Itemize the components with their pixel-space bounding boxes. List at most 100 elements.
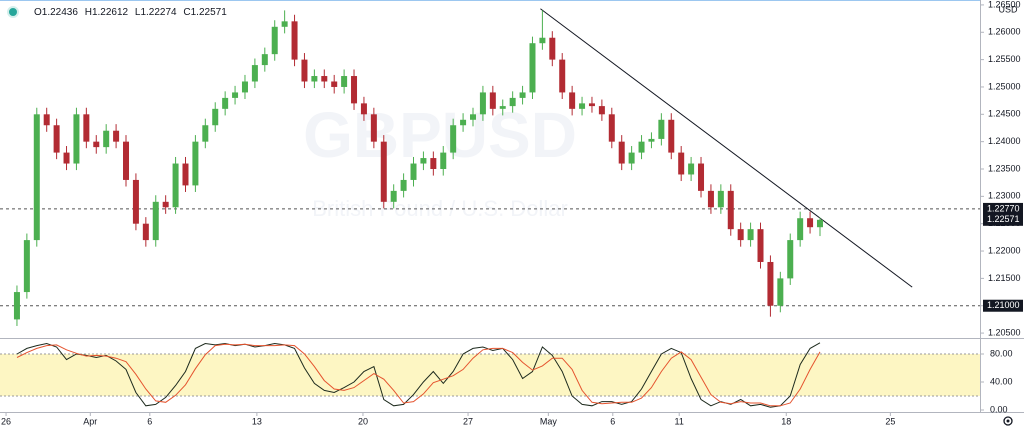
candle-body: [797, 218, 804, 241]
osc-tick-label: 40.00: [990, 376, 1013, 386]
candle-body: [400, 179, 407, 191]
level-label-box: [983, 299, 1023, 312]
level-label: 1.21000: [987, 300, 1020, 310]
candle-body: [658, 119, 665, 139]
candle-body: [360, 103, 367, 115]
y-tick-label: 1.25500: [988, 54, 1021, 64]
y-tick-label: 1.24000: [988, 136, 1021, 146]
candle-body: [767, 261, 774, 306]
candle-body: [152, 201, 159, 241]
ohlc-key: L: [135, 7, 141, 18]
osc-tick-label: 0.00: [990, 404, 1008, 414]
candle-body: [410, 163, 417, 180]
y-tick-label: 1.23500: [988, 163, 1021, 173]
candle-body: [460, 119, 467, 126]
trend-line: [540, 8, 913, 288]
candle-body: [608, 114, 615, 142]
candle-body: [598, 106, 605, 115]
ohlc-value: 1.22612: [92, 7, 129, 18]
candle-body: [489, 92, 496, 109]
header: O1.22436 H1.22612 L1.22274 C1.22571: [7, 6, 228, 18]
candle-body: [83, 114, 90, 142]
candle-body: [420, 158, 427, 164]
candle-body: [777, 278, 784, 306]
candle-body: [123, 141, 130, 180]
candle-body: [519, 92, 526, 98]
candle-body: [479, 92, 486, 115]
watermark: GBPUSD: [303, 99, 577, 171]
candle-body: [509, 97, 516, 107]
osc-tick-label: 80.00: [990, 348, 1013, 358]
level-label: 1.22770: [987, 203, 1020, 213]
candle-body: [291, 21, 298, 60]
candle-body: [390, 190, 397, 202]
candle-body: [113, 130, 120, 142]
candle-body: [142, 223, 149, 241]
marks-layer: [13, 8, 913, 408]
candle-body: [33, 114, 40, 241]
candle-body: [202, 125, 209, 142]
gear-center[interactable]: [1006, 419, 1010, 423]
candle-body: [331, 81, 338, 87]
watermark-subtitle: British Pound / U.S. Dollar: [312, 196, 568, 221]
candle-body: [430, 158, 437, 169]
candle-body: [192, 141, 199, 186]
candle-body: [132, 179, 139, 224]
x-tick-label: May: [540, 416, 558, 426]
candle-body: [182, 163, 189, 186]
candle-body: [222, 97, 229, 109]
candle-body: [271, 26, 278, 55]
ohlc-value: 1.22274: [140, 7, 177, 18]
candle-body: [251, 65, 258, 82]
candle-body: [351, 76, 358, 104]
candle-body: [579, 103, 586, 109]
y-tick-label: 1.24500: [988, 109, 1021, 119]
candle-body: [807, 218, 814, 228]
candle-body: [588, 103, 595, 107]
x-tick-label: 6: [610, 416, 615, 426]
candle-body: [103, 130, 110, 148]
candle-body: [559, 59, 566, 93]
candle-body: [321, 76, 328, 82]
candle-body: [380, 141, 387, 202]
y-tick-label: 1.26000: [988, 27, 1021, 37]
price-label-box: [983, 213, 1023, 226]
x-tick-label: 27: [463, 416, 473, 426]
price-label: 1.22571: [987, 214, 1020, 224]
candle-body: [698, 163, 705, 191]
candle-body: [93, 141, 100, 148]
candle-body: [717, 190, 724, 208]
oscillator-line: [16, 342, 821, 408]
candle-body: [499, 106, 506, 109]
oscillator-band: [0, 354, 980, 396]
candle-body: [241, 81, 248, 93]
ohlc-value: 1.22571: [191, 7, 228, 18]
currency-label: USD: [998, 4, 1018, 14]
candle-body: [529, 43, 536, 93]
y-tick-label: 1.26500: [988, 0, 1021, 9]
candle-body: [341, 76, 348, 87]
ohlc-key: O: [34, 7, 42, 18]
candle-body: [816, 219, 823, 228]
gear[interactable]: [1003, 416, 1013, 426]
candle-body: [301, 59, 308, 82]
candle-body: [212, 108, 219, 126]
y-tick-label: 1.22000: [988, 245, 1021, 255]
settings-icon[interactable]: [1003, 416, 1013, 426]
x-tick-label: 11: [675, 416, 684, 426]
x-tick-label: 25: [885, 416, 895, 426]
x-tick-label: 13: [252, 416, 262, 426]
candle-body: [737, 229, 744, 241]
candle-body: [73, 114, 80, 164]
candle-body: [469, 114, 476, 120]
candle-body: [648, 138, 655, 142]
candle-body: [311, 76, 318, 82]
candle-body: [53, 125, 60, 153]
oscillator-line: [16, 343, 821, 407]
candle-body: [638, 141, 645, 153]
watermark-layer: GBPUSD British Pound / U.S. Dollar: [303, 99, 577, 221]
ohlc-key: C: [183, 7, 190, 18]
candle-body: [757, 229, 764, 262]
